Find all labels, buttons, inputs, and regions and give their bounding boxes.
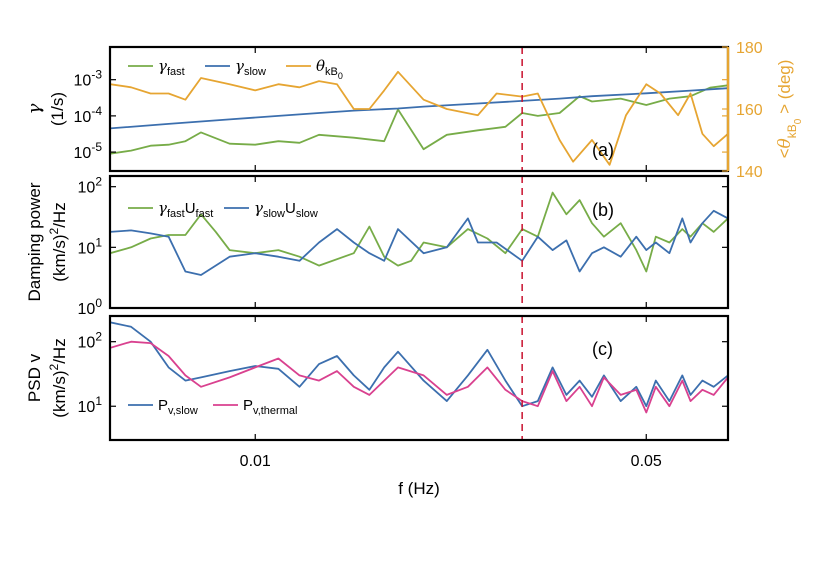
y-axis-label-unit: (km/s)2/Hz [47, 202, 69, 281]
panel-3: 101 102 PSD v (km/s)2/Hz (c) Pv,slow Pv,therma… [25, 314, 730, 498]
series-line-3-2 [110, 340, 728, 414]
y-tick-label: 101 [78, 394, 103, 416]
legend-entry: γslow [235, 57, 266, 78]
y2-tick-label: 160 [736, 102, 763, 119]
y-tick-label: 100 [78, 296, 103, 318]
y-tick-label: 102 [78, 175, 103, 197]
y2-tick-label: 180 [736, 40, 763, 57]
legend-entry: Pv,thermal [243, 397, 297, 417]
series-line-1-2 [110, 87, 728, 130]
panel-label: (b) [592, 200, 614, 220]
series-line-2-1 [110, 191, 728, 273]
y-axis-label-unit: (km/s)2/Hz [47, 338, 69, 417]
x-tick-label: 0.05 [631, 453, 662, 470]
y2-axis-label: <θkB0 > (deg) [775, 60, 804, 159]
x-axis-label: f (Hz) [398, 479, 440, 498]
panel-label: (a) [592, 140, 614, 160]
panel-2: 100 101 102 Damping power (km/s)2/Hz (b) γfast… [25, 174, 730, 318]
y-tick-label: 10-3 [74, 68, 103, 90]
series-line-1-3 [110, 70, 728, 166]
axes-frame [108, 174, 730, 310]
series-line-1-1 [110, 84, 728, 155]
panel-label: (c) [592, 339, 613, 359]
legend-entry: γfast [158, 57, 185, 78]
y2-tick-label: 140 [736, 164, 763, 181]
plot-area: 10-5 10-4 10-3 140 160 180 <θkB0 > (deg) γ (1/s)… [24, 40, 804, 498]
y-axis-label: PSD v [25, 353, 44, 402]
y-axis-label: Damping power [25, 182, 44, 301]
y-tick-label: 10-4 [74, 104, 103, 126]
y-tick-label: 101 [78, 235, 103, 257]
panel-1: 10-5 10-4 10-3 140 160 180 <θkB0 > (deg) γ (1/s)… [24, 40, 804, 181]
legend-entry: Pv,slow [158, 397, 198, 417]
y-axis-label-unit: (1/s) [48, 92, 67, 126]
series-line-2-2 [110, 209, 728, 276]
y-tick-label: 102 [78, 330, 103, 352]
series-line-3-1 [110, 321, 728, 408]
y-tick-label: 10-5 [74, 140, 103, 162]
legend-entry: γfastUfast [158, 199, 213, 220]
y-axis-label-symbol: γ [24, 103, 45, 114]
axes-frame [108, 314, 730, 442]
legend-entry: γslowUslow [254, 199, 318, 220]
x-tick-label: 0.01 [240, 453, 271, 470]
axes-frame [108, 45, 730, 173]
legend-entry: θkB0 [316, 57, 343, 81]
